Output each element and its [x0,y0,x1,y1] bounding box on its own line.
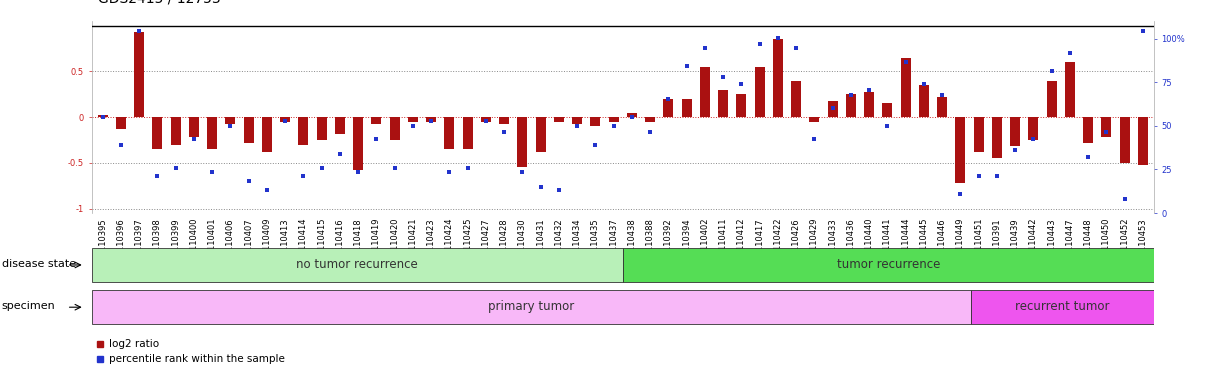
Bar [883,103,893,117]
Bar [590,117,601,126]
Bar [846,94,856,117]
Bar [499,117,509,124]
Bar [371,117,381,124]
Bar [298,117,309,144]
Bar [1120,117,1129,163]
Bar [171,117,181,144]
Bar [554,117,564,122]
Bar [98,115,107,117]
Bar [626,113,637,117]
Bar [1138,117,1148,165]
Bar [973,117,984,152]
Bar [481,117,491,122]
Bar [536,117,546,152]
Bar [518,117,527,167]
Text: GDS2415 / 12753: GDS2415 / 12753 [98,0,220,6]
Bar [608,117,619,122]
Text: primary tumor: primary tumor [488,300,574,313]
Text: recurrent tumor: recurrent tumor [1015,300,1110,313]
Bar [389,117,399,140]
Bar [261,117,272,152]
Bar [1065,62,1074,117]
Bar [991,117,1002,158]
Bar [444,117,454,149]
FancyBboxPatch shape [92,290,971,324]
Bar [573,117,582,124]
Bar [243,117,254,143]
Bar [773,40,783,117]
Bar [134,32,144,117]
Bar [1010,117,1021,146]
Bar [189,117,199,137]
Bar [681,99,691,117]
Bar [791,81,801,117]
Bar [1101,117,1111,137]
Bar [736,94,746,117]
Bar [316,117,326,140]
Bar [955,117,966,183]
Bar [153,117,162,149]
Bar [864,91,874,117]
Text: disease state: disease state [1,259,76,269]
Bar [919,85,929,117]
Bar [463,117,473,149]
Bar [353,117,363,170]
Bar [937,97,947,117]
Bar [718,90,728,117]
Bar [208,117,217,149]
Bar [810,117,819,122]
Bar [1028,117,1038,140]
Bar [755,67,764,117]
Bar [901,58,911,117]
Bar [663,99,673,117]
FancyBboxPatch shape [971,290,1154,324]
Bar [1083,117,1093,143]
Bar [335,117,344,134]
Bar [700,67,709,117]
Bar [645,117,656,122]
Text: specimen: specimen [1,301,55,311]
Bar [280,117,291,122]
Legend: log2 ratio, percentile rank within the sample: log2 ratio, percentile rank within the s… [96,339,286,364]
Bar [426,117,436,122]
Bar [225,117,236,124]
FancyBboxPatch shape [623,248,1154,282]
Bar [116,117,126,129]
Bar [1046,81,1056,117]
Text: no tumor recurrence: no tumor recurrence [297,258,418,271]
FancyBboxPatch shape [92,248,623,282]
Bar [408,117,418,122]
Bar [828,101,838,117]
Text: tumor recurrence: tumor recurrence [836,258,940,271]
